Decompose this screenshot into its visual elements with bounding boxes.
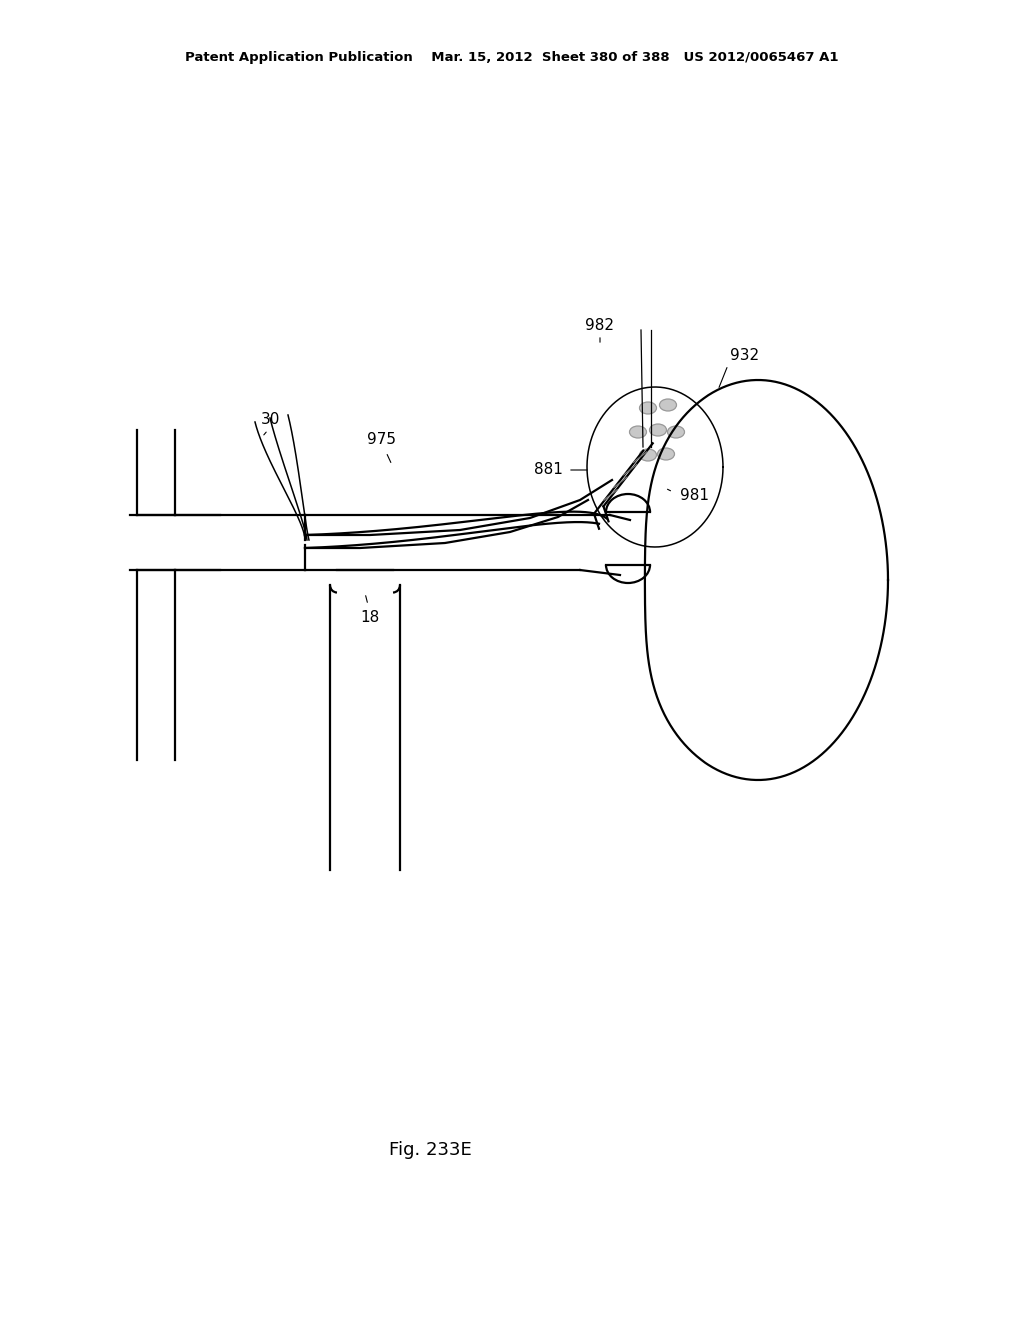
Text: 18: 18 <box>360 610 380 624</box>
Ellipse shape <box>640 403 656 414</box>
Ellipse shape <box>649 424 667 436</box>
Ellipse shape <box>668 426 684 438</box>
Text: 932: 932 <box>730 347 759 363</box>
Ellipse shape <box>657 447 675 459</box>
Ellipse shape <box>630 426 646 438</box>
Text: Fig. 233E: Fig. 233E <box>389 1140 471 1159</box>
Text: 981: 981 <box>680 488 709 503</box>
Text: 975: 975 <box>368 433 396 447</box>
Ellipse shape <box>640 449 656 461</box>
Text: Patent Application Publication    Mar. 15, 2012  Sheet 380 of 388   US 2012/0065: Patent Application Publication Mar. 15, … <box>185 51 839 65</box>
Text: 881: 881 <box>535 462 563 478</box>
Ellipse shape <box>659 399 677 411</box>
Text: 30: 30 <box>260 412 280 428</box>
Text: 982: 982 <box>586 318 614 333</box>
